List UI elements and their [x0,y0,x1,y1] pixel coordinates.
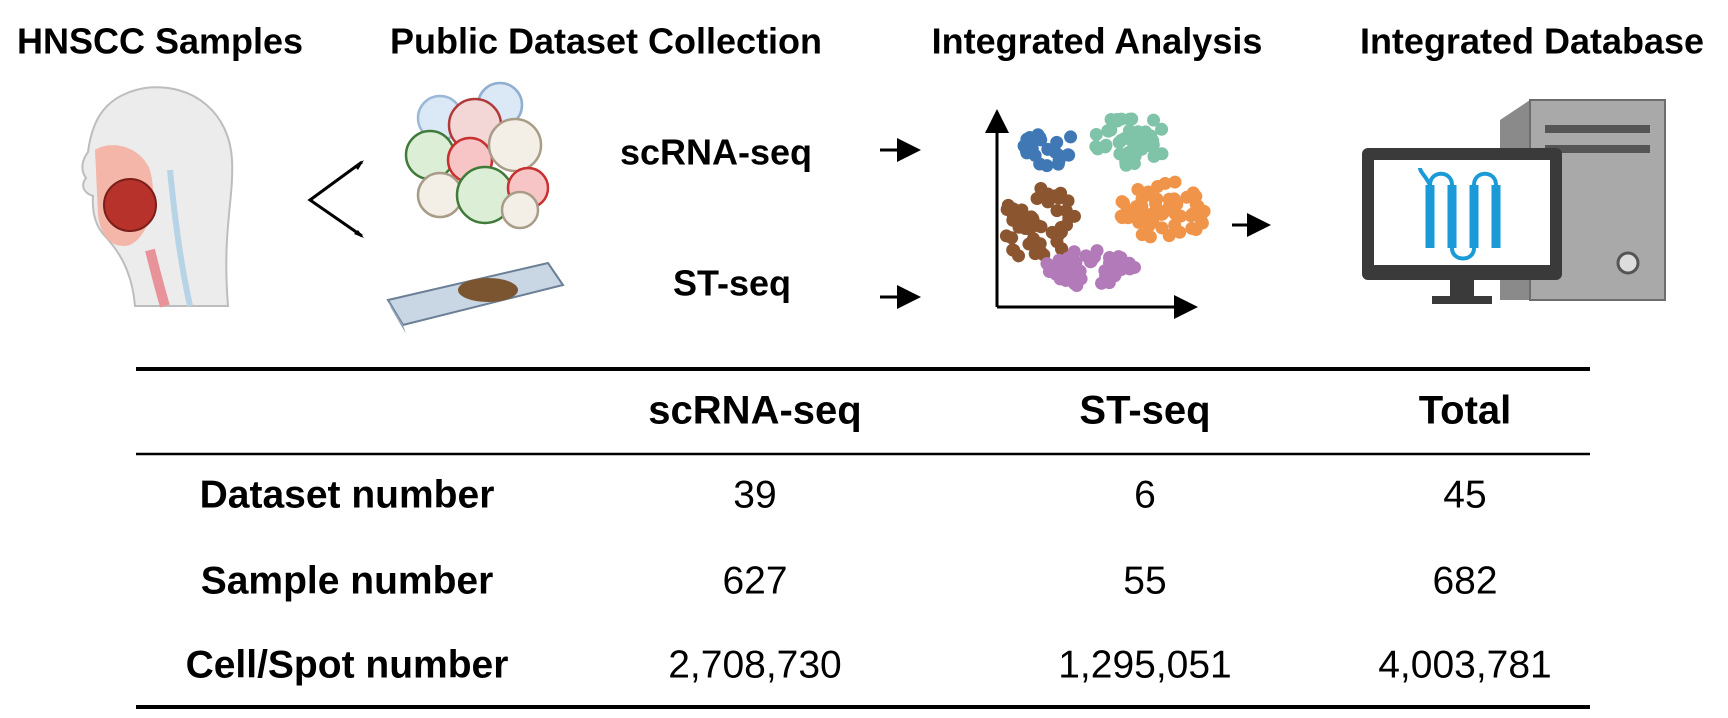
cluster-dot [1062,148,1076,162]
data-type-label: scRNA-seq [620,132,812,173]
cluster-dot [1089,140,1103,154]
cluster-dot [1034,220,1048,234]
stage-title: Integrated Analysis [932,21,1263,62]
head-illustration [81,86,234,308]
cluster-dot [1162,229,1176,243]
cluster-dot [1053,272,1067,286]
cluster-dot [1084,254,1098,268]
cluster-dot [1135,199,1149,213]
row-label: Cell/Spot number [186,643,509,686]
cluster-dot [1090,244,1104,258]
cluster-dot [1185,221,1199,235]
cluster-dot [1194,213,1208,227]
column-header: Total [1419,389,1512,433]
cluster-dot [1012,249,1026,263]
cells-illustration [404,81,550,230]
column-header: scRNA-seq [648,389,861,433]
cluster-dot [1115,112,1129,126]
table-cell: 2,708,730 [668,643,842,686]
cluster-dot [1158,176,1172,190]
cluster-dot [1127,260,1141,274]
table-cell: 39 [733,473,776,516]
column-header: ST-seq [1079,389,1210,433]
cluster-dot [1005,231,1019,245]
cluster-dot [1173,225,1187,239]
cluster-dot [1114,133,1128,147]
cluster-dot [1067,209,1081,223]
cluster-dot [1040,159,1054,173]
cluster-dot [1025,140,1039,154]
table-cell: 4,003,781 [1378,643,1552,686]
cluster-dot [1026,212,1040,226]
stage-title: HNSCC Samples [17,21,303,62]
stage-title: Integrated Database [1360,21,1704,62]
cluster-dot [1034,245,1048,259]
cluster-dot [1041,142,1055,156]
row-label: Dataset number [200,473,495,516]
cluster-dot [1185,189,1199,203]
cluster-dot [1144,139,1158,153]
cluster-dot [1128,135,1142,149]
summary-table: scRNA-seq ST-seq Total Dataset number 39 6 45 S… [136,367,1590,709]
table-cell: 682 [1432,559,1497,602]
cluster-dot [1168,175,1182,189]
cluster-dot [1030,192,1044,206]
row-label: Sample number [201,559,494,602]
computer-illustration [1362,99,1666,304]
split-arrow [307,160,363,238]
table-cell: 627 [722,559,787,602]
cluster-dot [1052,191,1066,205]
cluster-dot [1063,273,1077,287]
cluster-dot [1089,128,1103,142]
slide-illustration [386,261,565,334]
table-cell: 6 [1134,473,1156,516]
cluster-dot [1073,264,1087,278]
table-cell: 1,295,051 [1058,643,1232,686]
split-arrow-heads [354,160,364,238]
cluster-dot [1067,253,1081,267]
cluster-dot [1034,181,1048,195]
cluster-dot [1064,130,1078,144]
cluster-dot [1131,125,1145,139]
cluster-dot [1126,209,1140,223]
cluster-dot [1147,149,1161,163]
cluster-dot [1147,113,1161,127]
cluster-dot [1101,124,1115,138]
cluster-dot [1114,209,1128,223]
cluster-dot [1143,230,1157,244]
cluster-plot [985,109,1211,319]
stage-title: Public Dataset Collection [390,21,822,62]
cluster-dot [1050,135,1064,149]
cluster-dot [1146,215,1160,229]
cluster-dot [1108,267,1122,281]
cluster-dot [1150,192,1164,206]
cluster-dot [1163,199,1177,213]
cluster-dot [1114,251,1128,265]
cluster-dot [1126,147,1140,161]
data-type-label: ST-seq [673,263,791,304]
cluster-dot [1099,138,1113,152]
cluster-dot [1000,203,1014,217]
table-cell: 55 [1123,559,1166,602]
cluster-dot [1115,195,1129,209]
cluster-dot [1054,221,1068,235]
cluster-dot [1102,250,1116,264]
cluster-dot [1155,122,1169,136]
cluster-dot [1174,209,1188,223]
cluster-dot [1052,154,1066,168]
cluster-dot [1050,204,1064,218]
table-cell: 45 [1443,473,1486,516]
cluster-dot [1104,113,1118,127]
cluster-dot [1022,237,1036,251]
